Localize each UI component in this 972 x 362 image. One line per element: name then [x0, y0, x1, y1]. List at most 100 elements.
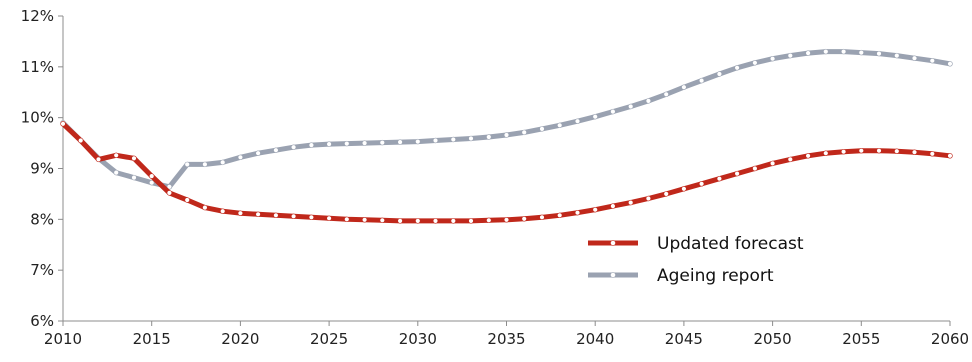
data-point-ageing-report [539, 126, 545, 132]
data-point-ageing-report [929, 57, 935, 64]
data-point-ageing-report [344, 140, 350, 147]
data-point-updated-forecast [823, 150, 829, 156]
y-tick-label: 11% [21, 58, 54, 76]
data-point-ageing-report [503, 132, 510, 138]
series-line-updated-forecast [60, 121, 953, 224]
data-point-updated-forecast [149, 173, 155, 179]
y-tick-label: 12% [21, 7, 54, 25]
chart-axes [62, 16, 950, 322]
data-point-updated-forecast [379, 217, 385, 224]
data-point-ageing-report [734, 65, 740, 71]
series-updated-forecast [60, 121, 953, 224]
data-point-ageing-report [911, 55, 918, 61]
data-point-updated-forecast [113, 152, 119, 159]
data-point-updated-forecast [503, 217, 510, 223]
legend-item-updated-forecast: Updated forecast [588, 234, 804, 254]
data-point-updated-forecast [344, 216, 350, 223]
data-point-ageing-report [592, 113, 598, 120]
data-point-updated-forecast [876, 148, 882, 154]
data-point-updated-forecast [77, 137, 84, 144]
legend-item-ageing-report: Ageing report [588, 266, 774, 286]
data-point-updated-forecast [698, 181, 705, 187]
x-tick-label: 2045 [665, 330, 703, 348]
data-point-ageing-report [361, 140, 368, 146]
data-point-ageing-report [131, 174, 137, 181]
data-point-ageing-report [450, 136, 456, 143]
data-point-ageing-report [769, 55, 776, 62]
data-point-updated-forecast [361, 217, 368, 223]
data-point-updated-forecast [184, 197, 190, 203]
data-point-ageing-report [894, 52, 900, 59]
legend-marker-updated-forecast [610, 240, 616, 246]
data-point-updated-forecast [734, 170, 740, 177]
data-point-ageing-report [840, 48, 847, 55]
data-point-updated-forecast [326, 215, 332, 222]
x-tick-label: 2015 [133, 330, 171, 348]
y-axis-ticks: 6% 7% 8% 9% 10% 11% 12% [21, 7, 63, 330]
data-point-ageing-report [113, 169, 119, 176]
x-tick-label: 2020 [221, 330, 259, 348]
data-point-ageing-report [752, 60, 758, 66]
data-point-updated-forecast [858, 148, 864, 154]
data-point-ageing-report [166, 184, 173, 190]
data-point-updated-forecast [95, 156, 102, 163]
chart-legend: Updated forecast Ageing report [588, 234, 804, 286]
x-tick-label: 2025 [310, 330, 348, 348]
data-point-ageing-report [787, 52, 793, 59]
data-point-updated-forecast [397, 218, 403, 224]
data-point-updated-forecast [574, 210, 581, 216]
data-point-updated-forecast [592, 207, 598, 213]
x-tick-label: 2030 [399, 330, 437, 348]
data-point-updated-forecast [645, 195, 652, 202]
data-point-ageing-report [663, 91, 669, 98]
data-point-ageing-report [290, 144, 297, 150]
y-tick-label: 6% [30, 312, 54, 330]
x-tick-label: 2040 [576, 330, 614, 348]
data-point-updated-forecast [716, 176, 723, 182]
data-point-ageing-report [556, 122, 563, 129]
data-point-updated-forecast [663, 191, 669, 197]
data-point-updated-forecast [166, 190, 173, 196]
data-point-updated-forecast [947, 153, 953, 159]
data-point-updated-forecast [468, 218, 474, 224]
data-point-ageing-report [645, 98, 652, 104]
data-point-ageing-report [681, 84, 687, 90]
data-point-updated-forecast [220, 208, 226, 214]
data-point-updated-forecast [131, 155, 137, 162]
x-tick-label: 2060 [931, 330, 969, 348]
y-tick-label: 7% [30, 261, 54, 279]
data-point-updated-forecast [415, 218, 421, 224]
data-point-updated-forecast [929, 151, 935, 157]
data-point-updated-forecast [308, 214, 315, 221]
data-point-updated-forecast [787, 156, 793, 163]
x-tick-label: 2035 [487, 330, 525, 348]
data-point-ageing-report [326, 141, 332, 147]
data-point-updated-forecast [840, 149, 847, 155]
data-point-ageing-report [716, 71, 723, 77]
y-tick-label: 10% [21, 109, 54, 127]
data-point-updated-forecast [60, 121, 66, 127]
y-tick-label: 9% [30, 160, 54, 178]
series-layer [60, 48, 953, 224]
data-point-ageing-report [273, 147, 279, 153]
data-point-updated-forecast [752, 165, 758, 172]
data-point-ageing-report [468, 135, 474, 142]
data-point-updated-forecast [255, 211, 261, 218]
data-point-updated-forecast [539, 214, 545, 221]
data-point-ageing-report [379, 139, 385, 146]
x-tick-label: 2055 [842, 330, 880, 348]
data-point-ageing-report [627, 103, 634, 110]
data-point-updated-forecast [290, 213, 297, 220]
series-ageing-report [60, 48, 953, 190]
data-point-ageing-report [237, 154, 244, 161]
legend-label-updated-forecast: Updated forecast [657, 234, 804, 254]
data-point-updated-forecast [521, 216, 527, 222]
data-point-updated-forecast [805, 153, 811, 159]
data-point-ageing-report [432, 137, 439, 144]
data-point-updated-forecast [681, 186, 687, 192]
data-point-updated-forecast [556, 212, 563, 219]
data-point-ageing-report [876, 50, 882, 57]
data-point-ageing-report [308, 142, 315, 148]
data-point-ageing-report [397, 139, 403, 145]
